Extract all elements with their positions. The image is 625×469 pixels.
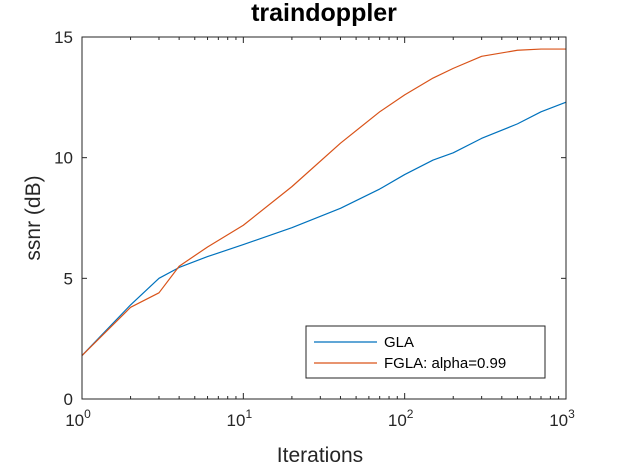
y-tick-label: 10 <box>54 149 73 168</box>
series-layer <box>81 48 567 356</box>
legend: GLA FGLA: alpha=0.99 <box>305 325 546 379</box>
x-tick-label: 102 <box>388 407 414 430</box>
series-line-gla <box>81 101 567 356</box>
series-line-fgla <box>81 48 566 356</box>
x-tick-label: 100 <box>65 407 91 430</box>
x-tick-label: 103 <box>549 407 575 430</box>
axes-box <box>81 36 567 400</box>
x-axis-title: Iterations <box>277 444 363 467</box>
y-tick-label: 0 <box>64 390 73 409</box>
legend-box <box>305 325 546 379</box>
chart-title: traindoppler <box>251 0 397 27</box>
y-axis-title: ssnr (dB) <box>22 175 45 260</box>
x-tick-label: 101 <box>227 407 253 430</box>
legend-label-gla: GLA <box>384 334 414 351</box>
y-tick-label: 5 <box>64 269 73 288</box>
legend-label-fgla: FGLA: alpha=0.99 <box>384 355 506 372</box>
y-tick-label: 15 <box>54 28 73 47</box>
ticks-layer: 100 101 102 103 0 5 10 15 <box>54 28 575 430</box>
